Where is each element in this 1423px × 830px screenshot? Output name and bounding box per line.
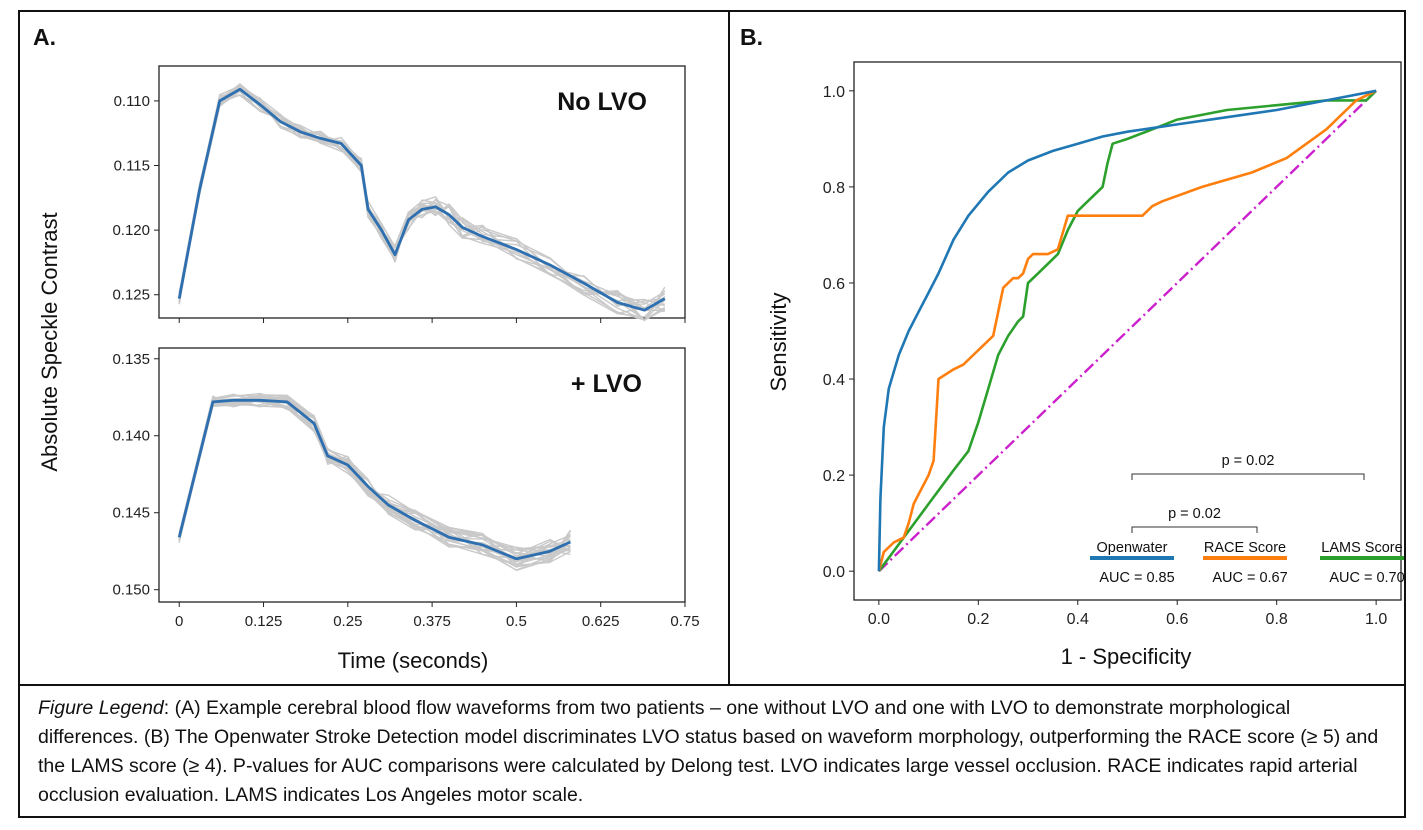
mean-waveform-line — [177, 398, 571, 561]
mean-waveform-line — [177, 87, 666, 312]
y-tick-label: 0.150 — [112, 582, 150, 599]
figure-legend-body: : (A) Example cerebral blood flow wavefo… — [38, 697, 1379, 806]
y-tick-label: 1.0 — [823, 84, 845, 101]
legend-race-score-name: RACE Score — [1204, 540, 1286, 556]
panel-b: B. 0.0 0.2 0.4 0.6 0.8 1.0 0.0 0.2 0.4 0.6 0.8 1.0 p … — [728, 12, 1405, 684]
x-tick-label: 0.375 — [413, 613, 451, 630]
x-tick-label: 0.6 — [1166, 611, 1188, 628]
p-value-bracket-openwater-race: p = 0.02 — [1131, 506, 1258, 533]
panel-a: A. 0.110 0.115 0.120 0.125 No LVO 0.135 0.140 0.… — [20, 12, 728, 684]
roc-curve-chance — [878, 89, 1377, 573]
y-tick-label: 0.2 — [823, 468, 845, 485]
panel-a-letter: A. — [33, 24, 56, 50]
y-tick-label: 0.115 — [114, 158, 150, 175]
panel-b-roc-chart: B. 0.0 0.2 0.4 0.6 0.8 1.0 0.0 0.2 0.4 0.6 0.8 1.0 p … — [740, 24, 1405, 669]
panel-a-x-axis-label: Time (seconds) — [338, 648, 489, 673]
y-tick-label: 0.120 — [112, 222, 150, 239]
x-tick-label: 0.75 — [670, 613, 699, 630]
y-tick-label: 0.6 — [823, 276, 845, 293]
y-tick-label: 0.4 — [823, 372, 845, 389]
y-tick-label: 0.135 — [112, 351, 150, 368]
roc-curve-lams-score — [877, 89, 1378, 572]
p-value-bracket-openwater-lams-line — [1131, 473, 1365, 480]
legend-openwater-name: Openwater — [1097, 540, 1168, 556]
subplot-no-lvo-title: No LVO — [557, 88, 647, 116]
panel-b-letter: B. — [740, 24, 763, 50]
roc-curve-race-score — [877, 89, 1377, 572]
x-tick-label: 0.2 — [967, 611, 989, 628]
roc-curve-openwater — [877, 89, 1377, 572]
panel-b-y-axis-label: Sensitivity — [766, 292, 791, 391]
trial-trace — [178, 395, 571, 552]
x-tick-label: 0.25 — [333, 613, 362, 630]
y-tick-label: 0.110 — [114, 93, 150, 110]
x-tick-label: 0.0 — [868, 611, 890, 628]
y-tick-label: 0.140 — [112, 428, 150, 445]
panel-a-y-axis-label: Absolute Speckle Contrast — [37, 212, 62, 471]
x-tick-label: 0.4 — [1067, 611, 1089, 628]
p-value-bracket-openwater-lams-label: p = 0.02 — [1222, 453, 1275, 469]
x-tick-label: 0.8 — [1266, 611, 1288, 628]
y-tick-label: 0.125 — [112, 287, 150, 304]
legend-openwater-auc: AUC = 0.85 — [1099, 570, 1174, 586]
figure-frame: A. 0.110 0.115 0.120 0.125 No LVO 0.135 0.140 0.… — [18, 10, 1406, 818]
legend-lams-score-auc: AUC = 0.70 — [1329, 570, 1404, 586]
roc-plot-frame — [853, 61, 1402, 601]
x-tick-label: 0.625 — [582, 613, 620, 630]
legend-lams-score-name: LAMS Score — [1321, 540, 1402, 556]
x-tick-label: 1.0 — [1365, 611, 1387, 628]
y-tick-label: 0.145 — [112, 505, 150, 522]
p-value-bracket-openwater-race-label: p = 0.02 — [1168, 506, 1221, 522]
trial-trace — [178, 397, 571, 563]
p-value-bracket-openwater-lams: p = 0.02 — [1131, 453, 1365, 480]
figure-legend: Figure Legend: (A) Example cerebral bloo… — [20, 684, 1404, 816]
x-tick-label: 0.5 — [506, 613, 527, 630]
legend-race-score: RACE Score AUC = 0.67 — [1203, 540, 1288, 586]
panel-b-x-axis-label: 1 - Specificity — [1061, 644, 1192, 669]
subplot-lvo-title: + LVO — [571, 370, 642, 398]
y-tick-label: 0.8 — [823, 180, 845, 197]
subplot-no-lvo-frame — [158, 65, 686, 319]
figure-legend-label: Figure Legend — [38, 697, 164, 719]
legend-race-score-auc: AUC = 0.67 — [1212, 570, 1287, 586]
legend-lams-score: LAMS Score AUC = 0.70 — [1320, 540, 1405, 586]
x-tick-label: 0 — [175, 613, 183, 630]
subplot-lvo: 0.135 0.140 0.145 0.150 0 0.125 0.25 0.375 0.5 0.… — [112, 347, 700, 630]
x-tick-label: 0.125 — [245, 613, 283, 630]
p-value-bracket-openwater-race-line — [1131, 526, 1258, 533]
subplot-no-lvo: 0.110 0.115 0.120 0.125 No LVO — [112, 65, 686, 323]
legend-openwater: Openwater AUC = 0.85 — [1090, 540, 1175, 586]
subplot-lvo-frame — [158, 347, 686, 603]
y-tick-label: 0.0 — [823, 564, 845, 581]
